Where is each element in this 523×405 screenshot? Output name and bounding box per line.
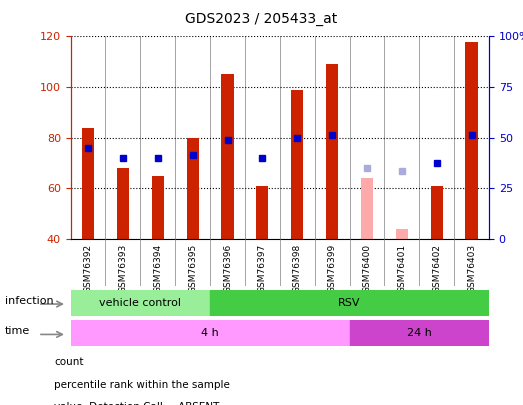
Bar [71, 290, 210, 316]
Text: GSM76398: GSM76398 [293, 244, 302, 293]
Text: GSM76396: GSM76396 [223, 244, 232, 293]
Bar [326, 64, 338, 239]
Bar [430, 186, 443, 239]
Text: GSM76400: GSM76400 [362, 244, 371, 293]
Text: GDS2023 / 205433_at: GDS2023 / 205433_at [185, 12, 338, 26]
Bar [221, 75, 234, 239]
Bar [256, 186, 268, 239]
Text: GSM76392: GSM76392 [84, 244, 93, 293]
Text: GSM76394: GSM76394 [153, 244, 162, 293]
Text: GSM76403: GSM76403 [467, 244, 476, 293]
Bar [82, 128, 94, 239]
Bar [361, 178, 373, 239]
Text: GSM76402: GSM76402 [432, 244, 441, 292]
Text: vehicle control: vehicle control [99, 298, 181, 308]
Bar [291, 90, 303, 239]
Text: infection: infection [5, 296, 54, 306]
Text: value, Detection Call = ABSENT: value, Detection Call = ABSENT [54, 402, 220, 405]
Text: GSM76399: GSM76399 [327, 244, 337, 293]
Bar [349, 320, 489, 346]
Text: 4 h: 4 h [201, 328, 219, 338]
Bar [465, 42, 477, 239]
Bar [210, 290, 489, 316]
Text: GSM76397: GSM76397 [258, 244, 267, 293]
Text: GSM76395: GSM76395 [188, 244, 197, 293]
Bar [396, 229, 408, 239]
Bar [117, 168, 129, 239]
Text: count: count [54, 358, 84, 367]
Text: 24 h: 24 h [407, 328, 431, 338]
Text: GSM76401: GSM76401 [397, 244, 406, 293]
Text: percentile rank within the sample: percentile rank within the sample [54, 380, 230, 390]
Bar [187, 138, 199, 239]
Text: time: time [5, 326, 30, 336]
Bar [152, 176, 164, 239]
Bar [71, 320, 349, 346]
Text: GSM76393: GSM76393 [118, 244, 128, 293]
Text: RSV: RSV [338, 298, 361, 308]
